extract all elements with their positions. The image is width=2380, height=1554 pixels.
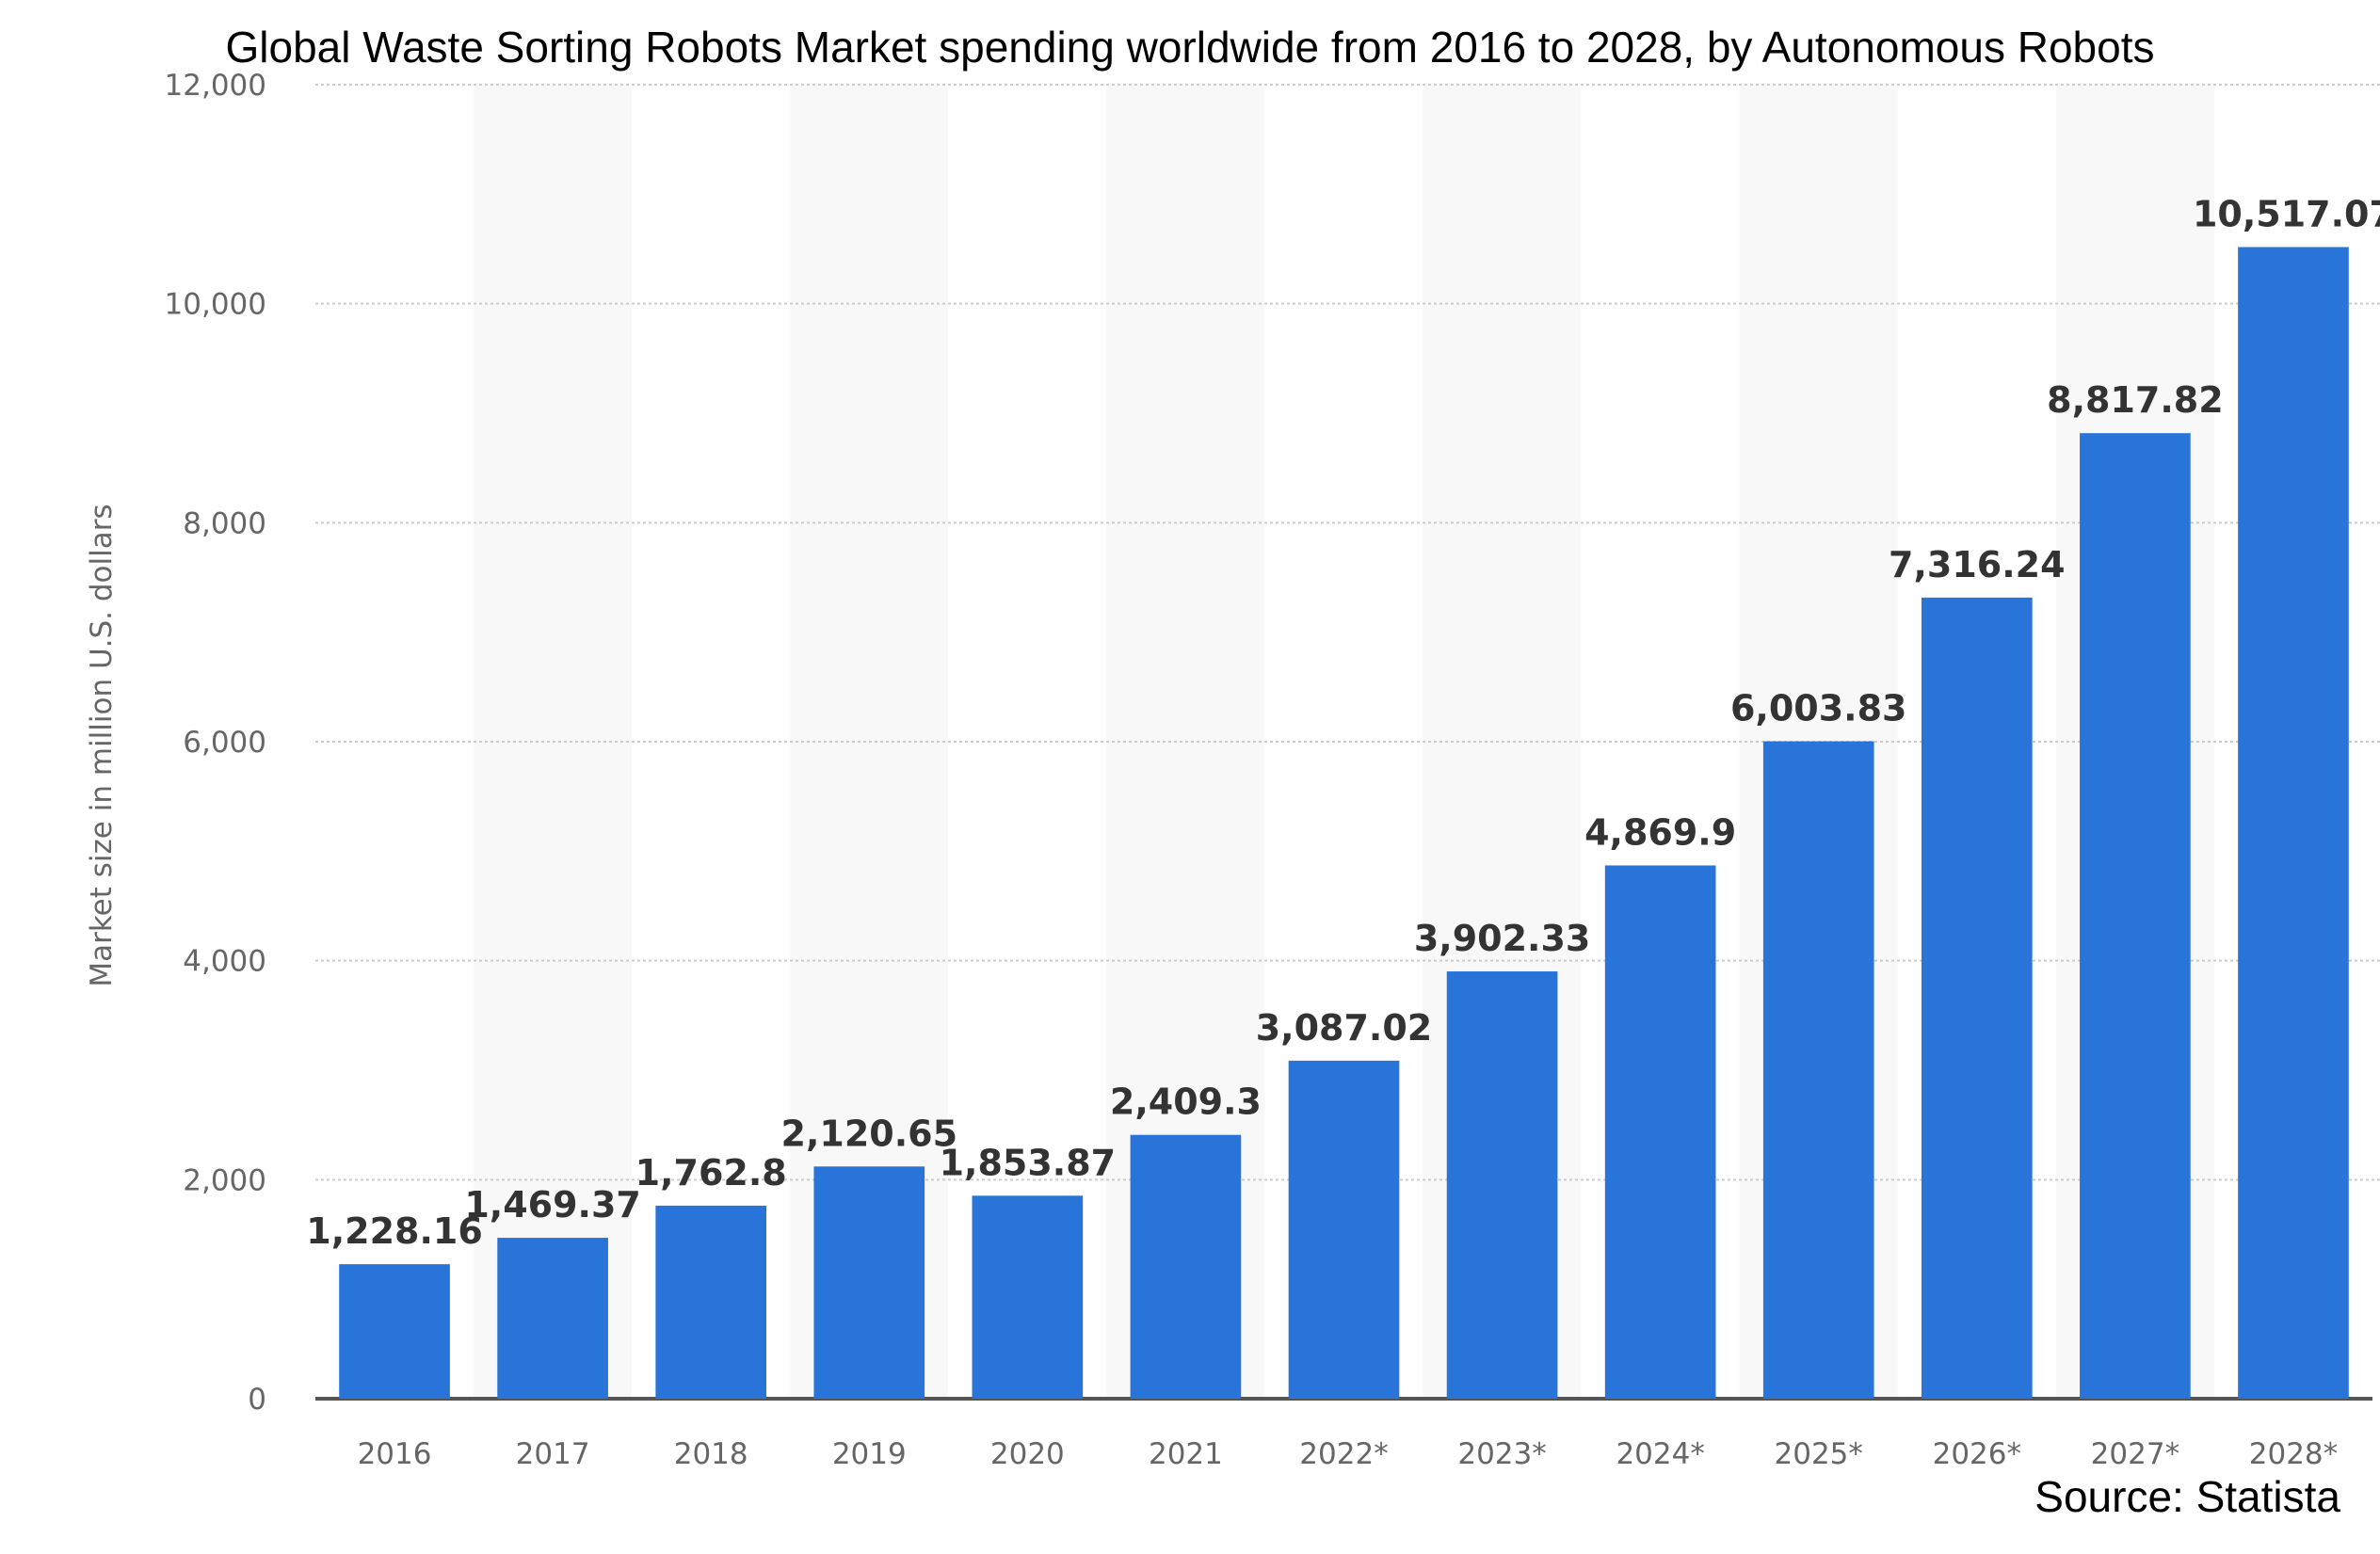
source-note: Source: Statista <box>2034 1472 2340 1521</box>
y-tick-label: 10,000 <box>165 288 266 322</box>
bar <box>339 1264 450 1399</box>
bar <box>972 1195 1084 1399</box>
data-label: 2,409.3 <box>1110 1081 1262 1123</box>
x-tick-label: 2018 <box>674 1437 748 1471</box>
data-label: 8,817.82 <box>2047 379 2224 421</box>
chart-title: Global Waste Sorting Robots Market spend… <box>226 23 2155 72</box>
data-label: 3,902.33 <box>1414 918 1591 959</box>
bar <box>1130 1134 1242 1399</box>
data-label: 10,517.07 <box>2193 194 2380 235</box>
data-label: 6,003.83 <box>1730 688 1907 729</box>
y-tick-label: 8,000 <box>183 506 266 540</box>
bar <box>1446 971 1558 1399</box>
x-tick-label: 2028* <box>2249 1437 2338 1471</box>
bar <box>2080 433 2191 1399</box>
data-label: 1,228.16 <box>306 1210 483 1252</box>
x-tick-label: 2017 <box>516 1437 590 1471</box>
bar <box>655 1205 767 1399</box>
x-tick-label: 2027* <box>2091 1437 2179 1471</box>
y-tick-label: 0 <box>248 1383 266 1417</box>
bar <box>813 1166 925 1399</box>
y-axis-label: Market size in million U.S. dollars <box>85 504 119 986</box>
bar <box>497 1238 608 1399</box>
x-tick-label: 2024* <box>1616 1437 1704 1471</box>
y-tick-label: 2,000 <box>183 1163 266 1197</box>
data-label: 1,853.87 <box>940 1142 1117 1183</box>
bar <box>2238 247 2349 1400</box>
bar <box>1288 1060 1400 1399</box>
x-tick-label: 2020 <box>990 1437 1065 1471</box>
bar <box>1762 741 1874 1399</box>
data-label: 1,762.8 <box>635 1152 787 1194</box>
data-label: 4,869.9 <box>1584 811 1736 853</box>
bar <box>1921 597 2033 1399</box>
x-tick-label: 2021 <box>1149 1437 1223 1471</box>
y-tick-label: 12,000 <box>165 69 266 103</box>
y-tick-label: 4,000 <box>183 945 266 979</box>
x-tick-label: 2016 <box>358 1437 432 1471</box>
x-tick-label: 2023* <box>1457 1437 1546 1471</box>
y-tick-label: 6,000 <box>183 726 266 760</box>
x-tick-label: 2026* <box>1933 1437 2021 1471</box>
data-label: 7,316.24 <box>1889 544 2066 585</box>
x-tick-label: 2022* <box>1299 1437 1388 1471</box>
data-label: 2,120.65 <box>781 1113 958 1154</box>
data-label: 3,087.02 <box>1256 1007 1433 1049</box>
x-tick-label: 2025* <box>1775 1437 1863 1471</box>
x-tick-label: 2019 <box>832 1437 907 1471</box>
data-label: 1,469.37 <box>464 1184 641 1226</box>
bar <box>1604 865 1716 1399</box>
